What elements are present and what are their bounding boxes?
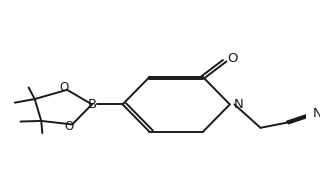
Text: B: B	[87, 98, 97, 111]
Text: O: O	[227, 52, 237, 65]
Text: O: O	[60, 82, 68, 94]
Text: O: O	[65, 120, 74, 133]
Text: N: N	[234, 98, 244, 111]
Text: N: N	[312, 107, 320, 120]
